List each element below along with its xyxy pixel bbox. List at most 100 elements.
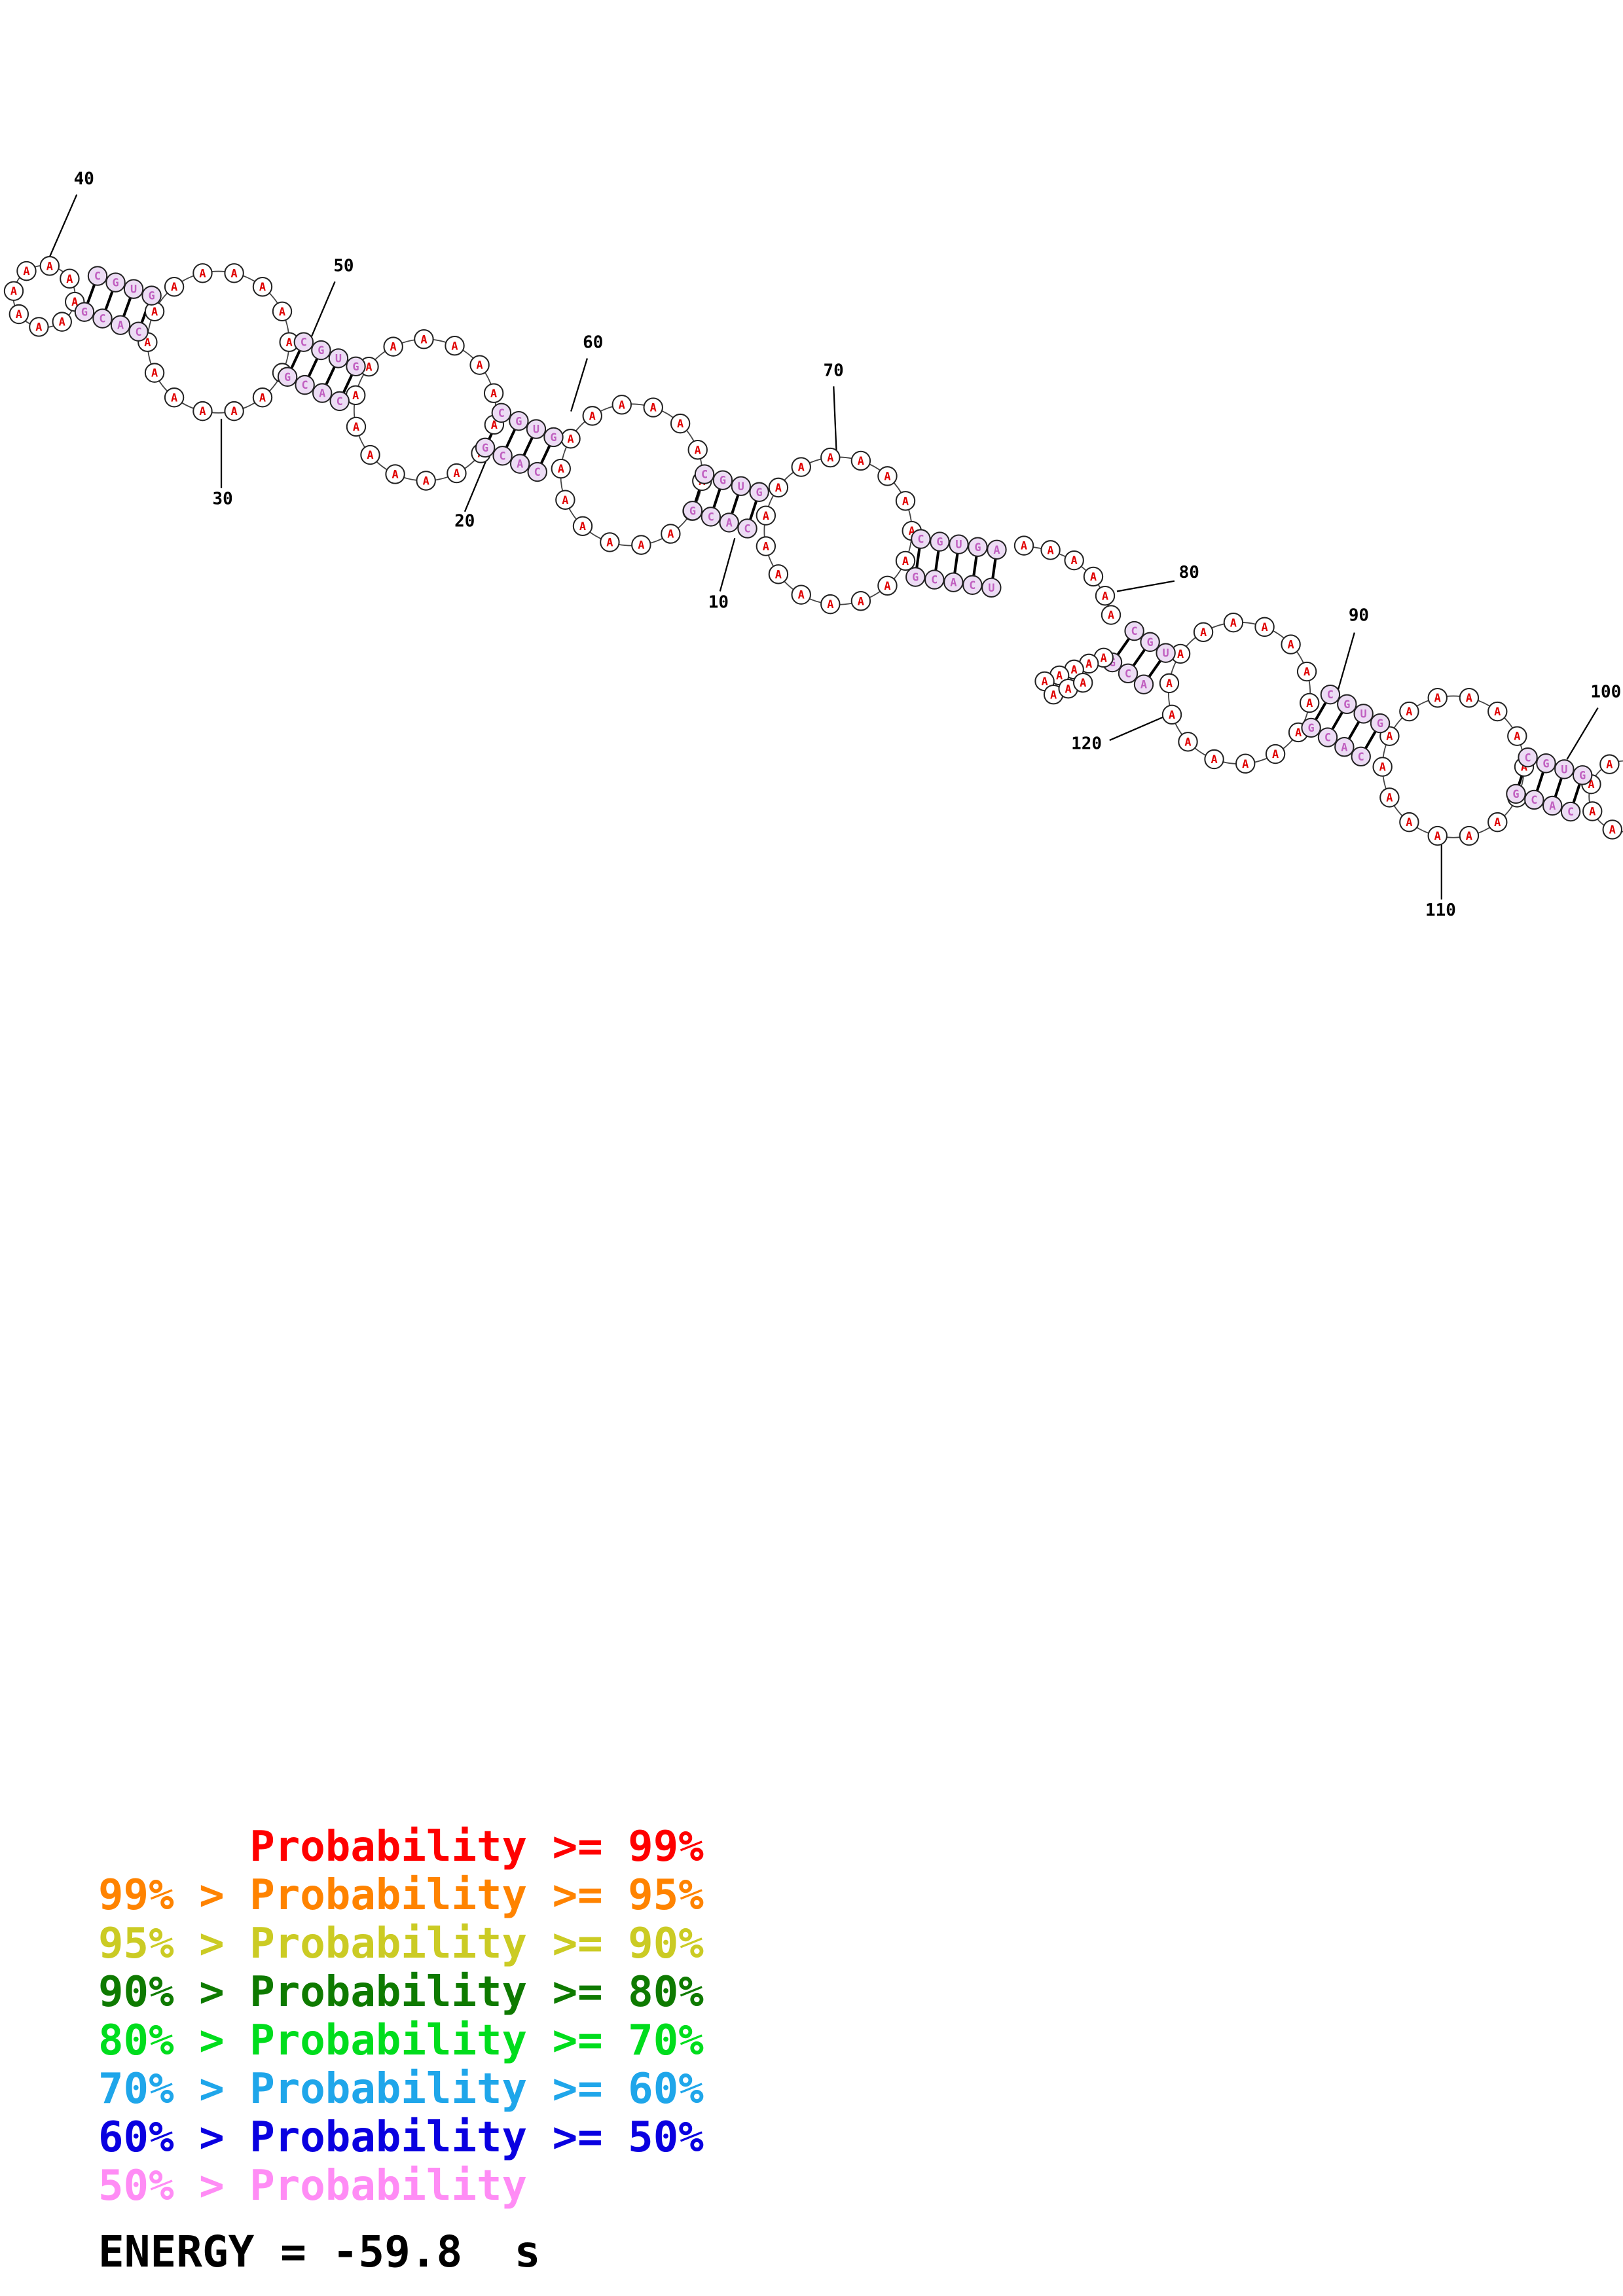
nucleotide-letter: A	[1588, 778, 1594, 791]
nucleotide-circle	[1427, 825, 1448, 846]
nucleotide-letter: C	[744, 522, 750, 535]
nucleotide-letter: A	[477, 359, 483, 372]
nucleotide-circle	[749, 482, 769, 502]
legend-line: Probability >= 99%	[98, 1823, 704, 1871]
nucleotide-letter: A	[858, 454, 864, 467]
nucleotide-circle	[1013, 535, 1034, 556]
nucleotide-letter: A	[1169, 708, 1175, 721]
nucleotide-letter: A	[1230, 616, 1237, 629]
label-leader-line	[833, 386, 837, 456]
nucleotide-letter: U	[130, 283, 137, 296]
nucleotide-letter: A	[259, 391, 266, 404]
nucleotide-circle	[469, 355, 490, 375]
nucleotide-circle	[643, 397, 663, 418]
nucleotide-letter: G	[756, 486, 763, 499]
nucleotide-letter: G	[515, 414, 522, 427]
nucleotide-letter: G	[912, 571, 919, 584]
nucleotide-circle	[164, 387, 185, 408]
position-label: 80	[1179, 563, 1199, 583]
legend-line: 99% > Probability >= 95%	[98, 1871, 704, 1920]
nucleotide-letter: C	[701, 468, 708, 481]
nucleotide-circle	[949, 534, 969, 554]
position-label: 60	[583, 333, 603, 353]
nucleotide-letter: G	[936, 535, 943, 548]
nucleotide-circle	[293, 332, 314, 352]
nucleotide-circle	[1560, 801, 1581, 822]
nucleotide-letter: A	[902, 554, 909, 567]
nucleotide-circle	[895, 491, 916, 511]
nucleotide-circle	[1582, 801, 1603, 821]
loop-backbone	[1588, 760, 1623, 833]
nucleotide-letter: A	[798, 461, 805, 474]
nucleotide-letter: A	[171, 391, 177, 404]
nucleotide-circle	[224, 401, 244, 422]
nucleotide-circle	[911, 529, 931, 549]
legend-line: 80% > Probability >= 70%	[98, 2017, 704, 2065]
label-leader-line	[1336, 632, 1355, 695]
nucleotide-circle	[1040, 540, 1061, 560]
nucleotide-letter: C	[135, 325, 141, 338]
nucleotide-letter: A	[1494, 816, 1501, 829]
nucleotide-letter: A	[1386, 730, 1393, 743]
nucleotide-circle	[1602, 819, 1622, 840]
nucleotide-letter: A	[1200, 626, 1207, 639]
nucleotide-letter: A	[558, 462, 564, 475]
nucleotide-circle	[701, 507, 721, 527]
nucleotide-circle	[1083, 566, 1104, 587]
label-leader-line	[719, 538, 736, 592]
base-pair-bond	[1132, 649, 1146, 667]
nucleotide-circle	[694, 464, 715, 484]
nucleotide-letter: A	[1177, 647, 1184, 660]
nucleotide-letter: A	[695, 443, 701, 456]
nucleotide-circle	[475, 437, 496, 458]
nucleotide-letter: G	[1542, 757, 1549, 770]
nucleotide-letter: A	[151, 367, 158, 380]
base-pair-bond	[1347, 721, 1360, 740]
nucleotide-circle	[483, 383, 504, 403]
nucleotide-circle	[670, 413, 691, 434]
position-label: 20	[454, 511, 475, 531]
nucleotide-letter: A	[199, 266, 206, 279]
nucleotide-letter: C	[1524, 751, 1531, 764]
nucleotide-letter: G	[482, 441, 488, 454]
nucleotide-circle	[110, 315, 131, 335]
nucleotide-circle	[1159, 673, 1180, 694]
nucleotide-circle	[1178, 732, 1198, 752]
nucleotide-letter: A	[1288, 638, 1294, 651]
nucleotide-letter: A	[589, 409, 596, 422]
nucleotide-circle	[1379, 787, 1400, 808]
nucleotide-letter: C	[1531, 793, 1537, 806]
nucleotide-letter: A	[353, 420, 359, 433]
nucleotide-letter: A	[827, 451, 833, 464]
position-label: 110	[1425, 901, 1456, 920]
nucleotide-circle	[1124, 620, 1144, 641]
nucleotide-letter: C	[94, 270, 101, 283]
nucleotide-letter: A	[1021, 539, 1027, 552]
nucleotide-letter: A	[319, 387, 325, 400]
energy-label: ENERGY = -59.8 s	[98, 2227, 541, 2277]
nucleotide-circle	[346, 416, 367, 437]
nucleotide-circle	[768, 477, 789, 498]
base-pair-bond	[934, 550, 940, 571]
nucleotide-circle	[1524, 789, 1544, 810]
nucleotide-letter: A	[606, 536, 613, 549]
nucleotide-letter: C	[337, 395, 343, 408]
nucleotide-circle	[29, 317, 49, 337]
nucleotide-letter: A	[1434, 691, 1441, 704]
nucleotide-circle	[277, 367, 298, 387]
nucleotide-letter: A	[827, 598, 833, 611]
legend-line: 50% > Probability	[98, 2162, 528, 2210]
nucleotide-circle	[74, 302, 95, 322]
nucleotide-circle	[791, 584, 811, 605]
position-label: 90	[1349, 606, 1369, 626]
nucleotide-letter: A	[1242, 757, 1249, 770]
nucleotide-letter: A	[71, 295, 78, 308]
nucleotide-circle	[447, 463, 467, 484]
nucleotide-letter: A	[231, 266, 238, 279]
base-pair-bond	[342, 374, 354, 393]
nucleotide-circle	[756, 536, 776, 556]
nucleotide-letter: A	[1056, 669, 1063, 682]
nucleotide-circle	[385, 464, 405, 484]
nucleotide-circle	[164, 276, 185, 297]
nucleotide-letter: A	[59, 315, 65, 329]
